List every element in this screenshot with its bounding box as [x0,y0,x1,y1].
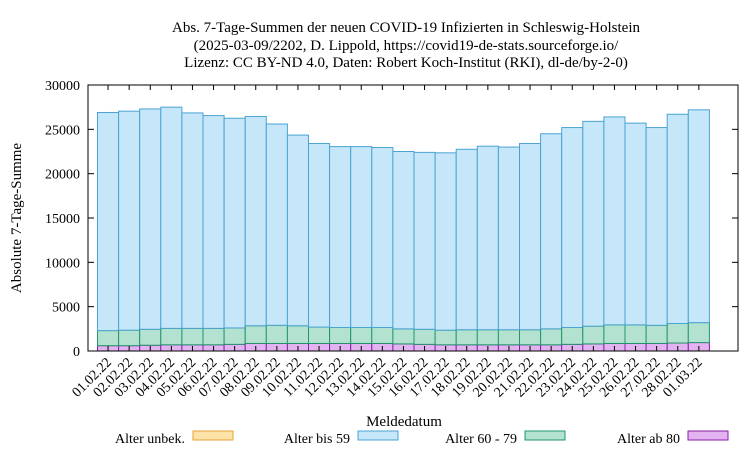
y-tick-label: 0 [73,345,80,360]
y-tick-label: 15000 [45,212,80,227]
bar-segment-alter-bis-59-28.02.22 [666,113,689,325]
bar-segment-alter-bis-59-23.02.22 [561,127,584,329]
bar-segment-alter-60-79-10.02.22 [286,325,309,344]
bar-segment-alter-60-79-13.02.22 [350,327,373,344]
y-tick-label: 30000 [45,79,80,94]
bar-segment-alter-60-79-24.02.22 [582,325,605,345]
legend-label: Alter ab 80 [617,432,680,447]
bar-segment-alter-60-79-21.02.22 [519,329,542,346]
bar-segment-alter-60-79-20.02.22 [497,329,520,346]
legend-label: Alter unbek. [115,432,185,447]
bar-segment-alter-bis-59-18.02.22 [455,148,478,331]
y-axis: 0 5000 10000 15000 20000 25000 30000 [45,79,738,360]
bar-segment-alter-60-79-19.02.22 [476,329,499,346]
bar-segment-alter-bis-59-10.02.22 [286,134,309,327]
bar-segment-alter-bis-59-04.02.22 [160,106,183,329]
chart-title-line-2: (2025-03-09/2202, D. Lippold, https://co… [194,38,619,54]
bar-segment-alter-60-79-01.03.22 [687,322,710,344]
bar-segment-alter-bis-59-22.02.22 [540,133,563,330]
bar-segment-alter-bis-59-01.03.22 [687,109,710,324]
bar-segment-alter-bis-59-16.02.22 [413,151,436,330]
bar-segment-alter-60-79-12.02.22 [329,327,352,344]
legend-label: Alter bis 59 [284,432,350,447]
bar-segment-alter-bis-59-01.02.22 [97,111,120,332]
bar-segment-alter-bis-59-06.02.22 [202,115,225,329]
bar-segment-alter-60-79-26.02.22 [624,324,647,344]
bar-segment-alter-bis-59-21.02.22 [519,143,542,331]
bar-segment-alter-60-79-14.02.22 [371,327,394,344]
bar-segment-alter-60-79-07.02.22 [223,327,246,345]
bar-segment-alter-60-79-15.02.22 [392,328,415,345]
bar-segment-alter-bis-59-13.02.22 [350,146,373,329]
plot-frame [87,84,739,352]
bar-segment-alter-60-79-08.02.22 [244,325,267,344]
legend-swatch [357,430,399,441]
bar-segment-alter-bis-59-02.02.22 [118,110,141,331]
bar-segment-alter-60-79-16.02.22 [413,328,436,345]
bar-segment-alter-bis-59-07.02.22 [223,117,246,329]
bar-segment-alter-60-79-25.02.22 [603,324,626,344]
legend-swatch [192,430,234,441]
bar-segment-alter-bis-59-26.02.22 [624,122,647,326]
bar-segment-alter-60-79-04.02.22 [160,327,183,346]
y-tick-label: 20000 [45,168,80,183]
bar-segment-alter-60-79-01.02.22 [97,330,120,347]
bar-segment-alter-bis-59-14.02.22 [371,147,394,329]
bar-segment-alter-60-79-22.02.22 [540,328,563,346]
bar-segment-alter-60-79-23.02.22 [561,327,584,345]
legend-swatch [687,430,729,441]
y-tick-label: 10000 [45,256,80,271]
bar-segment-alter-bis-59-15.02.22 [392,151,415,330]
bar-segment-alter-bis-59-03.02.22 [139,108,162,330]
bar-segment-alter-bis-59-27.02.22 [645,127,668,326]
chart-title-line-3: Lizenz: CC BY-ND 4.0, Daten: Robert Koch… [184,55,628,71]
bar-segment-alter-bis-59-24.02.22 [582,120,605,327]
bar-segment-alter-bis-59-19.02.22 [476,145,499,331]
bar-segment-alter-60-79-17.02.22 [434,329,457,346]
bar-segment-alter-60-79-05.02.22 [181,327,204,346]
bar-segment-alter-60-79-27.02.22 [645,324,668,344]
x-axis-title: Meldedatum [366,414,442,430]
y-tick-label: 5000 [52,301,80,316]
legend: Alter unbek. Alter bis 59 Alter 60 - 79 Alt… [115,430,729,447]
chart-title: Abs. 7-Tage-Summen der neuen COVID-19 In… [172,20,641,71]
legend-label: Alter 60 - 79 [445,432,517,447]
bar-segment-alter-60-79-06.02.22 [202,327,225,346]
bar-segment-alter-60-79-18.02.22 [455,329,478,346]
bar-segment-alter-60-79-02.02.22 [118,329,141,347]
bar-segment-alter-60-79-28.02.22 [666,323,689,344]
bar-segment-alter-bis-59-17.02.22 [434,152,457,331]
bar-segment-alter-bis-59-11.02.22 [308,143,331,328]
y-tick-label: 25000 [45,123,80,138]
bar-segment-alter-bis-59-09.02.22 [265,123,288,326]
bar-segment-alter-bis-59-05.02.22 [181,112,204,329]
chart-title-line-1: Abs. 7-Tage-Summen der neuen COVID-19 In… [172,20,641,36]
legend-swatch [524,430,566,441]
bar-segment-alter-60-79-09.02.22 [265,324,288,344]
bar-segment-alter-bis-59-08.02.22 [244,115,267,327]
bar-segment-alter-bis-59-20.02.22 [497,146,520,331]
bar-segment-alter-60-79-11.02.22 [308,326,331,344]
bar-segment-alter-bis-59-12.02.22 [329,146,352,329]
y-axis-title: Absolute 7-Tage-Summe [9,143,25,294]
bar-segment-alter-bis-59-25.02.22 [603,116,626,326]
bar-stacks [97,106,710,352]
bar-segment-alter-60-79-03.02.22 [139,328,162,346]
